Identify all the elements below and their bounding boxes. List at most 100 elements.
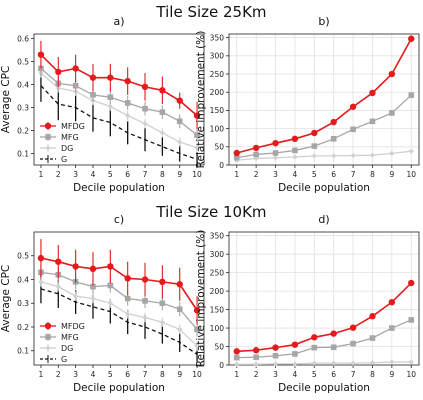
y-tick-label: 0.5: [17, 57, 29, 66]
legend-marker: [44, 322, 52, 330]
data-point: [142, 314, 148, 321]
x-axis-label: Decile population: [278, 182, 370, 194]
figure-title-10km: Tile Size 10Km: [156, 203, 267, 221]
data-point: [107, 263, 114, 270]
data-point: [408, 35, 415, 42]
data-point: [408, 359, 414, 365]
data-point: [233, 154, 240, 161]
x-tick-label: 5: [108, 170, 113, 179]
data-point: [369, 89, 376, 97]
x-tick-label: 9: [177, 170, 182, 179]
x-tick-label: 5: [312, 370, 317, 379]
data-point: [388, 298, 396, 306]
data-point: [37, 51, 45, 58]
data-point: [350, 126, 356, 133]
legend-label: MFDG: [61, 122, 85, 131]
y-tick-label: 0: [219, 361, 224, 370]
legend-label: MFDG: [61, 322, 85, 331]
data-point: [142, 105, 148, 112]
x-tick-label: 6: [331, 370, 336, 379]
series-line: [40, 72, 198, 149]
data-point: [159, 130, 165, 136]
legend-label: MFG: [61, 333, 79, 342]
x-tick-label: 10: [192, 370, 202, 379]
data-point: [176, 97, 183, 104]
panel-label: a): [113, 15, 124, 28]
legend: MFDG MFG DG G: [40, 122, 85, 164]
data-point: [311, 360, 317, 366]
panel-c-chart: c) 0.1 0.2 0.3 0.4 0.5 1 2 3 4 5 6 7 8 9 10 Decile popul…: [0, 213, 205, 394]
data-point: [389, 325, 395, 331]
data-point: [253, 151, 259, 158]
x-tick-label: 4: [293, 370, 298, 379]
data-point: [330, 136, 337, 142]
series-line: [236, 282, 412, 353]
data-point: [194, 326, 200, 333]
y-tick-label: 100: [210, 324, 225, 333]
data-point: [331, 153, 337, 159]
data-point: [124, 275, 131, 282]
y-tick-label: 100: [210, 124, 225, 133]
y-tick-label: 0.3: [17, 103, 29, 112]
y-axis-label: Relative improvement (%): [195, 31, 207, 169]
data-point: [90, 295, 96, 302]
data-point: [330, 118, 337, 126]
plot-frame: [33, 33, 205, 166]
y-tick-label: 150: [210, 305, 225, 314]
data-point: [369, 313, 376, 320]
series-dg: [234, 359, 414, 367]
x-axis-label: Decile population: [73, 182, 165, 194]
data-point: [107, 103, 113, 109]
data-point: [176, 306, 183, 312]
y-tick-label: 50: [214, 143, 224, 152]
series-line: [236, 319, 412, 359]
series-mfdg: [233, 279, 415, 355]
data-point: [89, 265, 97, 273]
y-tick-label: 0.1: [17, 347, 29, 356]
data-point: [55, 68, 62, 76]
data-point: [159, 278, 166, 286]
series-line: [236, 361, 412, 365]
y-tick-label: 0.1: [17, 149, 29, 158]
data-point: [349, 103, 357, 110]
x-axis-label: Decile population: [278, 382, 370, 394]
data-point: [272, 139, 279, 147]
data-point: [55, 258, 62, 265]
x-tick-label: 2: [56, 370, 61, 379]
y-tick-label: 250: [210, 268, 225, 277]
x-tick-label: 8: [160, 370, 165, 379]
x-tick-label: 5: [312, 170, 317, 179]
panel-a-chart: a) 0.1 0.2 0.3 0.4 0.5 0.6 1 2 3 4 5 6 7 8 9 10 Decile po…: [0, 15, 205, 194]
plot-frame: [33, 231, 205, 366]
data-point: [107, 74, 114, 81]
legend-marker: [45, 345, 51, 351]
data-point: [330, 330, 337, 337]
legend-label: DG: [61, 344, 73, 353]
series-dg: [234, 148, 414, 163]
data-point: [141, 276, 149, 283]
data-point: [330, 344, 337, 351]
data-point: [350, 152, 356, 159]
data-point: [389, 359, 395, 365]
data-point: [233, 354, 240, 361]
y-tick-label: 150: [210, 106, 225, 115]
data-point: [107, 300, 113, 306]
legend-label: MFG: [61, 133, 79, 142]
data-point: [252, 144, 260, 152]
y-tick-label: 0.6: [17, 34, 29, 43]
legend: MFDG MFG DG G: [40, 322, 85, 364]
data-point: [177, 326, 183, 332]
x-tick-label: 3: [73, 370, 78, 379]
x-tick-label: 8: [370, 170, 375, 179]
legend-label: DG: [61, 144, 73, 153]
x-tick-label: 5: [108, 370, 113, 379]
series-mfdg: [37, 40, 201, 130]
data-point: [408, 92, 415, 98]
panel-label: c): [114, 213, 124, 226]
data-point: [350, 340, 356, 347]
x-tick-label: 9: [389, 370, 394, 379]
series-line: [236, 38, 412, 154]
data-point: [233, 149, 240, 157]
y-tick-label: 0: [219, 161, 224, 170]
legend-marker: [45, 145, 51, 151]
